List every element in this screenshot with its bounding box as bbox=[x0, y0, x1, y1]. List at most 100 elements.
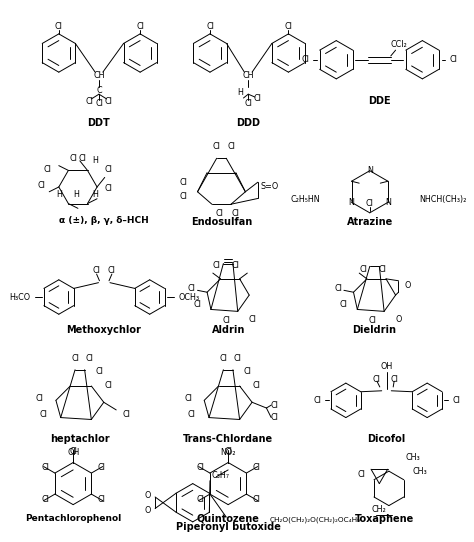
Text: Cl: Cl bbox=[216, 209, 223, 218]
Text: DDT: DDT bbox=[88, 118, 110, 128]
Text: O: O bbox=[395, 314, 401, 324]
Text: Endosulfan: Endosulfan bbox=[191, 217, 252, 228]
Text: O: O bbox=[405, 281, 411, 290]
Text: Cl: Cl bbox=[357, 469, 365, 479]
Text: Cl: Cl bbox=[97, 495, 105, 505]
Text: Cl: Cl bbox=[206, 22, 214, 31]
Text: N: N bbox=[385, 198, 391, 207]
Text: Cl: Cl bbox=[179, 178, 187, 186]
Text: Cl: Cl bbox=[85, 98, 93, 106]
Text: Cl: Cl bbox=[270, 413, 278, 422]
Text: C₂H₅HN: C₂H₅HN bbox=[291, 195, 320, 204]
Text: Cl: Cl bbox=[37, 180, 46, 190]
Text: Cl: Cl bbox=[105, 382, 112, 390]
Text: Cl: Cl bbox=[222, 317, 230, 325]
Text: Cl: Cl bbox=[452, 396, 460, 405]
Text: CCl₂: CCl₂ bbox=[390, 40, 407, 49]
Text: Cl: Cl bbox=[85, 354, 93, 363]
Text: Piperonyl butoxide: Piperonyl butoxide bbox=[176, 521, 281, 532]
Text: Cl: Cl bbox=[95, 367, 103, 376]
Text: heptachlor: heptachlor bbox=[50, 434, 109, 443]
Text: Cl: Cl bbox=[179, 192, 187, 201]
Text: Cl: Cl bbox=[366, 199, 374, 208]
Text: CH: CH bbox=[243, 70, 254, 80]
Text: Cl: Cl bbox=[334, 284, 342, 293]
Text: H: H bbox=[92, 156, 98, 165]
Text: Cl: Cl bbox=[390, 375, 398, 384]
Text: H: H bbox=[237, 88, 244, 97]
Text: Aldrin: Aldrin bbox=[211, 325, 245, 334]
Text: Cl: Cl bbox=[252, 463, 260, 472]
Text: H: H bbox=[92, 190, 98, 199]
Text: Cl: Cl bbox=[254, 94, 262, 102]
Text: Cl: Cl bbox=[36, 394, 44, 403]
Text: N: N bbox=[348, 198, 355, 207]
Text: NHCH(CH₃)₂: NHCH(CH₃)₂ bbox=[419, 195, 467, 204]
Text: H: H bbox=[73, 190, 79, 199]
Text: Cl: Cl bbox=[248, 314, 256, 324]
Text: Cl: Cl bbox=[369, 317, 376, 325]
Text: Cl: Cl bbox=[39, 410, 47, 419]
Text: Cl: Cl bbox=[95, 99, 103, 108]
Text: Cl: Cl bbox=[196, 463, 204, 472]
Text: Toxaphene: Toxaphene bbox=[355, 514, 414, 524]
Text: Cl: Cl bbox=[123, 410, 131, 419]
Text: O: O bbox=[144, 491, 151, 500]
Text: C₃H₇: C₃H₇ bbox=[212, 472, 230, 480]
Text: Cl: Cl bbox=[69, 154, 77, 163]
Text: OH: OH bbox=[67, 448, 79, 457]
Text: Cl: Cl bbox=[79, 154, 87, 163]
Text: Cl: Cl bbox=[97, 463, 105, 472]
Text: α (±), β, γ, δ–HCH: α (±), β, γ, δ–HCH bbox=[59, 216, 148, 225]
Text: Cl: Cl bbox=[213, 143, 220, 151]
Text: Cl: Cl bbox=[373, 375, 381, 384]
Text: Quintozene: Quintozene bbox=[197, 514, 260, 524]
Text: Cl: Cl bbox=[105, 184, 112, 193]
Text: Cl: Cl bbox=[270, 401, 278, 410]
Text: S=O: S=O bbox=[260, 183, 278, 191]
Text: Cl: Cl bbox=[219, 354, 228, 363]
Text: Cl: Cl bbox=[252, 495, 260, 505]
Text: Cl: Cl bbox=[359, 265, 367, 274]
Text: Cl: Cl bbox=[69, 447, 77, 456]
Text: Trans-Chlordane: Trans-Chlordane bbox=[183, 434, 273, 443]
Text: Cl: Cl bbox=[232, 209, 240, 218]
Text: C: C bbox=[96, 86, 102, 95]
Text: OH: OH bbox=[380, 363, 392, 371]
Text: Cl: Cl bbox=[449, 55, 457, 64]
Text: Dieldrin: Dieldrin bbox=[353, 325, 397, 334]
Text: Methoxychlor: Methoxychlor bbox=[66, 325, 141, 334]
Text: CH₂: CH₂ bbox=[372, 505, 387, 514]
Text: Cl: Cl bbox=[44, 165, 51, 175]
Text: Cl: Cl bbox=[313, 396, 321, 405]
Text: Cl: Cl bbox=[340, 300, 348, 309]
Text: Cl: Cl bbox=[234, 354, 242, 363]
Text: Cl: Cl bbox=[41, 495, 49, 505]
Text: Cl: Cl bbox=[193, 300, 201, 309]
Text: Cl: Cl bbox=[213, 261, 220, 270]
Text: Cl: Cl bbox=[284, 22, 292, 31]
Text: Cl: Cl bbox=[184, 394, 192, 403]
Text: Cl: Cl bbox=[108, 266, 116, 275]
Text: Cl: Cl bbox=[232, 261, 240, 270]
Text: Cl: Cl bbox=[188, 284, 196, 293]
Text: O: O bbox=[144, 506, 151, 515]
Text: Cl: Cl bbox=[244, 99, 252, 108]
Text: Cl: Cl bbox=[243, 367, 251, 376]
Text: CH₃: CH₃ bbox=[413, 467, 428, 476]
Text: N: N bbox=[367, 166, 373, 175]
Text: Cl: Cl bbox=[105, 98, 112, 106]
Text: Cl: Cl bbox=[71, 354, 79, 363]
Text: Cl: Cl bbox=[253, 382, 261, 390]
Text: Cl: Cl bbox=[378, 265, 386, 274]
Text: CH₂O(CH₂)₂O(CH₂)₂OC₄H₉: CH₂O(CH₂)₂O(CH₂)₂OC₄H₉ bbox=[269, 517, 360, 523]
Text: DDD: DDD bbox=[236, 118, 260, 128]
Text: Cl: Cl bbox=[196, 495, 204, 505]
Text: Cl: Cl bbox=[188, 410, 196, 419]
Text: Cl: Cl bbox=[105, 165, 112, 175]
Text: Cl: Cl bbox=[224, 447, 232, 456]
Text: Atrazine: Atrazine bbox=[346, 217, 393, 228]
Text: Cl: Cl bbox=[92, 266, 100, 275]
Text: NO₂: NO₂ bbox=[220, 448, 236, 457]
Text: Cl: Cl bbox=[41, 463, 49, 472]
